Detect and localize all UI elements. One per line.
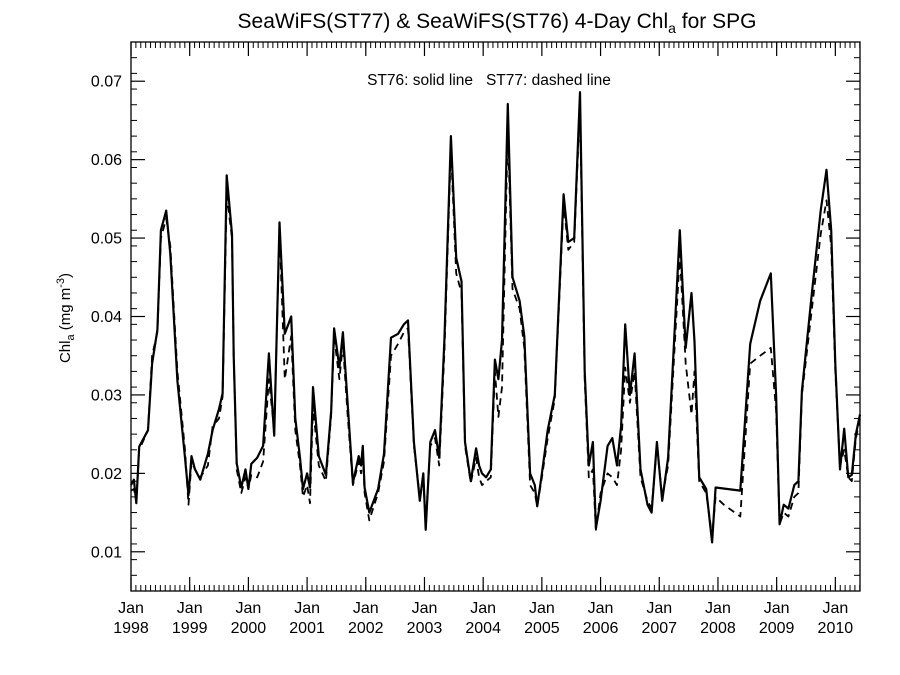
y-tick-label: 0.05 [91,231,122,248]
y-axis-ticks: 0.01 0.02 0.03 0.04 0.05 0.06 0.07 [91,74,860,561]
x-tick-label-month: Jan [118,600,144,617]
x-tick-label-year: 2009 [759,620,795,637]
series-line-dashed [130,103,861,537]
y-axis-label-superscript: -3 [55,278,67,288]
y-tick-label: 0.02 [91,466,122,483]
y-tick-label: 0.07 [91,74,122,91]
line-style-annotation: ST76: solid line ST77: dashed line [367,72,611,89]
x-tick-label-month: Jan [705,600,731,617]
x-tick-label-year: 2005 [524,620,560,637]
x-tick-label-month: Jan [294,600,320,617]
x-tick-label-month: Jan [177,600,203,617]
x-tick-label-year: 1999 [172,620,208,637]
x-tick-label-year: 2002 [348,620,384,637]
chart-title-subscript: a [668,20,676,36]
x-tick-label-month: Jan [529,600,555,617]
y-tick-label: 0.03 [91,387,122,404]
plot-frame [130,41,861,592]
x-tick-label-month: Jan [646,600,672,617]
x-tick-label-year: 2010 [818,620,854,637]
x-axis-ticks: Jan 1998 Jan 1999 Jan 2000 Jan 2001 Jan 2002 Jan 20… [113,42,853,637]
x-tick-label-year: 2007 [641,620,677,637]
chart-title: SeaWiFS(ST77) & SeaWiFS(ST76) 4-Day Chla… [238,10,757,36]
x-tick-label-year: 2004 [465,620,501,637]
series-line-solid [130,91,862,544]
x-tick-label-month: Jan [588,600,614,617]
x-tick-label-month: Jan [412,600,438,617]
x-tick-label-year: 2006 [583,620,619,637]
x-tick-label-month: Jan [822,600,848,617]
y-tick-label: 0.04 [91,309,122,326]
y-axis-label-subscript: a [65,334,77,341]
x-tick-label-month: Jan [764,600,790,617]
x-tick-label-year: 2000 [231,620,267,637]
minor-ticks [130,41,861,592]
y-axis-label: Chla (mg m-3) [55,273,77,363]
x-tick-label-year: 2008 [700,620,736,637]
x-tick-label-month: Jan [470,600,496,617]
x-tick-label-year: 1998 [113,620,149,637]
x-tick-label-month: Jan [235,600,261,617]
y-tick-label: 0.01 [91,544,122,561]
x-tick-label-month: Jan [353,600,379,617]
x-tick-label-year: 2001 [289,620,325,637]
data-series [130,91,862,544]
y-tick-label: 0.06 [91,152,122,169]
x-tick-label-year: 2003 [407,620,443,637]
